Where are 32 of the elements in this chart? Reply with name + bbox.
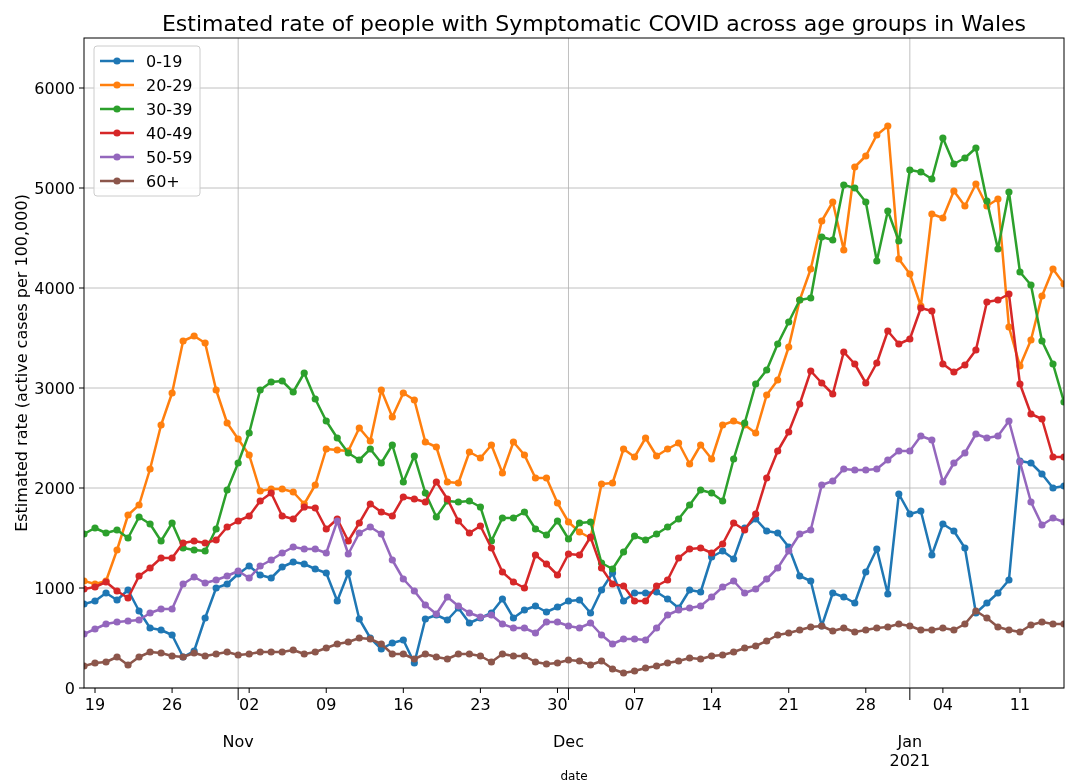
x-tick-label: 11 [1009, 695, 1031, 714]
y-tick-label: 0 [64, 678, 75, 698]
y-axis-title: Estimated rate (active cases per 100,000) [12, 194, 31, 532]
x-axis-title: date [560, 769, 588, 783]
y-tick-label: 4000 [34, 278, 75, 298]
x-tick-label: 07 [624, 695, 645, 714]
x-tick-label: 30 [547, 695, 568, 714]
legend-label: 30-39 [146, 99, 193, 119]
x-tick-label: 28 [855, 695, 876, 714]
text: Nov [222, 732, 254, 751]
text: Jan 2021 [889, 732, 931, 770]
x-tick-label: 04 [932, 695, 954, 714]
chart-title: Estimated rate of people with Symptomatic COVID across age groups in Wales [161, 11, 1027, 36]
x-tick-label: 02 [238, 695, 260, 714]
x-tick-label: 19 [84, 695, 106, 714]
x-tick-label: 21 [778, 695, 799, 714]
x-tick-label: 23 [470, 695, 491, 714]
text: Dec [553, 732, 584, 751]
y-tick-label: 2000 [34, 478, 75, 498]
legend-label: 50-59 [146, 147, 193, 167]
x-tick-label: 26 [161, 695, 183, 714]
x-tick-label: 09 [316, 695, 337, 714]
legend-label: 20-29 [146, 75, 193, 95]
y-tick-label: 1000 [34, 578, 75, 598]
y-tick-label: 3000 [34, 378, 75, 398]
legend-label: 0-19 [146, 51, 183, 71]
legend-label: 40-49 [146, 123, 193, 143]
y-tick-label: 6000 [34, 78, 75, 98]
y-tick-label: 5000 [34, 178, 75, 198]
legend-label: 60+ [146, 171, 180, 191]
x-tick-label: 14 [701, 695, 722, 714]
x-tick-label: 16 [393, 695, 414, 714]
